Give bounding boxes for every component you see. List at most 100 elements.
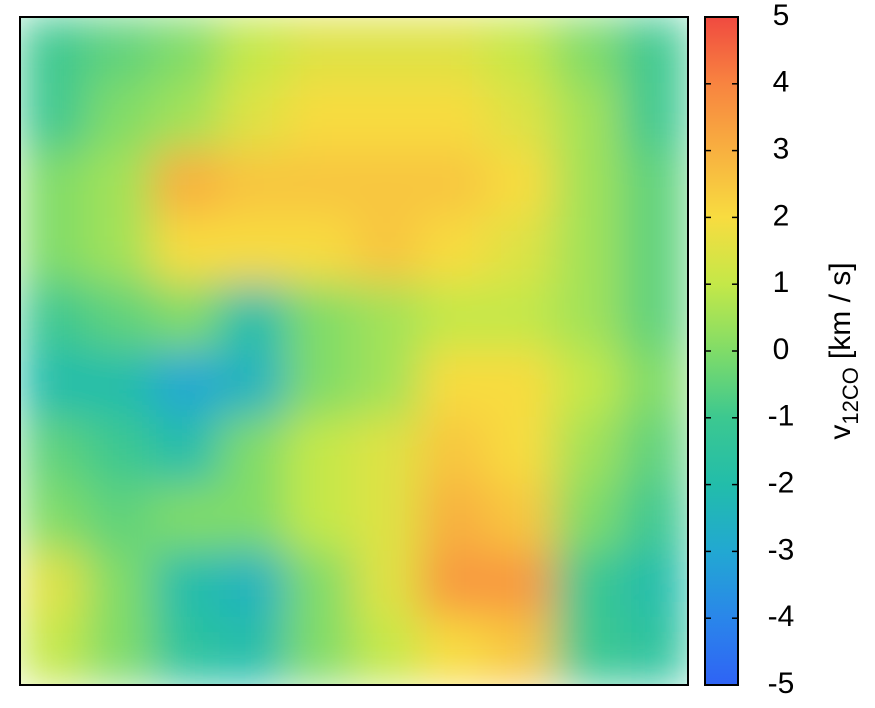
colorbar-ticks: -5 -4 -3 -2 -1 0 1 2 3 4 5 [705, 0, 794, 700]
heatmap-cell [553, 17, 623, 85]
heatmap-cell [286, 283, 355, 352]
heatmap-cell [286, 416, 355, 486]
heatmap-cell [486, 416, 556, 486]
heatmap-cell [152, 550, 222, 620]
tick-label: -5 [768, 667, 795, 700]
heatmap-cell [486, 149, 556, 219]
heatmap-cell [219, 550, 289, 620]
heatmap-cell [219, 216, 289, 286]
heatmap-cell [286, 17, 355, 85]
heatmap-cell [353, 416, 422, 486]
map-clip [20, 17, 688, 685]
heatmap-cell [152, 350, 222, 419]
heatmap-cell [620, 17, 688, 85]
heatmap-cell [85, 550, 155, 620]
heatmap-cell [553, 82, 623, 152]
heatmap-cell [286, 550, 355, 620]
heatmap-cell [486, 216, 556, 286]
heatmap-cell [152, 283, 222, 352]
heatmap-cell [85, 283, 155, 352]
heatmap-cell [486, 550, 556, 620]
heatmap-cell [152, 82, 222, 152]
tick-label: 2 [773, 199, 790, 232]
heatmap-cell [353, 550, 422, 620]
tick-label: 3 [773, 133, 790, 166]
heatmap-cell [20, 416, 88, 486]
heatmap-cell [152, 483, 222, 553]
heatmap-cell [152, 617, 222, 685]
heatmap-cell [20, 350, 88, 419]
heatmap-cell [152, 17, 222, 85]
heatmap-cell [152, 216, 222, 286]
heatmap-cell [553, 550, 623, 620]
heatmap-cell [553, 483, 623, 553]
heatmap-cell [620, 617, 688, 685]
heatmap-cell [419, 283, 489, 352]
heatmap-cell [219, 350, 289, 419]
tick-label: 5 [773, 0, 790, 32]
tick-label: -3 [768, 533, 795, 566]
heatmap-cell [20, 550, 88, 620]
heatmap-cell [620, 216, 688, 286]
heatmap-cell [85, 149, 155, 219]
heatmap-cell [85, 617, 155, 685]
heatmap-cell [486, 617, 556, 685]
heatmap-cell [486, 17, 556, 85]
heatmap-cell [620, 416, 688, 486]
heatmap-cell [85, 416, 155, 486]
label-sub: 12CO [838, 367, 863, 424]
heatmap-cell [419, 216, 489, 286]
heatmap-cell [553, 283, 623, 352]
heatmap-cell [353, 350, 422, 419]
plot-frame [19, 16, 689, 686]
heatmap-cell [85, 17, 155, 85]
heatmap-cell [419, 17, 489, 85]
heatmap-cell [353, 216, 422, 286]
heatmap-cell [620, 149, 688, 219]
heatmap-cell [20, 82, 88, 152]
heatmap-cell [20, 483, 88, 553]
heatmap-cell [486, 82, 556, 152]
heatmap-cell [620, 550, 688, 620]
colorbar-label: v12CO [km / s] [824, 262, 863, 439]
heatmap-cell [419, 550, 489, 620]
tick-label: -1 [768, 400, 795, 433]
heatmap-cell [286, 216, 355, 286]
heatmap-cell [419, 149, 489, 219]
heatmap-cell [20, 283, 88, 352]
heatmap-cell [620, 82, 688, 152]
tick-label: 1 [773, 266, 790, 299]
heatmap-cell [353, 617, 422, 685]
heatmap-cell [219, 82, 289, 152]
tick-label: -4 [768, 600, 795, 633]
heatmap-cell [85, 82, 155, 152]
heatmap-cell [553, 216, 623, 286]
heatmap-cell [20, 149, 88, 219]
heatmap-cell [20, 617, 88, 685]
heatmap-cell [219, 149, 289, 219]
heatmap-cell [286, 617, 355, 685]
heatmap-cell [486, 483, 556, 553]
heatmap-cell [152, 416, 222, 486]
heatmap-cell [620, 283, 688, 352]
heatmap-cell [20, 216, 88, 286]
heatmap-cell [85, 483, 155, 553]
heatmap-cell [286, 350, 355, 419]
heatmap-cell [419, 416, 489, 486]
heatmap-cell [353, 283, 422, 352]
heatmap-cell [85, 216, 155, 286]
heatmap-cell [85, 350, 155, 419]
tick-label: 4 [773, 66, 790, 99]
tick-label: -2 [768, 467, 795, 500]
heatmap-cell [286, 483, 355, 553]
heatmap-cell [152, 149, 222, 219]
heatmap-cell [353, 149, 422, 219]
heatmap-cell [353, 17, 422, 85]
heatmap-cell [553, 350, 623, 419]
heatmap-cell [620, 350, 688, 419]
tick-label: 0 [773, 333, 790, 366]
heatmap-cell [419, 82, 489, 152]
heatmap-cell [553, 149, 623, 219]
heatmap-cell [553, 617, 623, 685]
